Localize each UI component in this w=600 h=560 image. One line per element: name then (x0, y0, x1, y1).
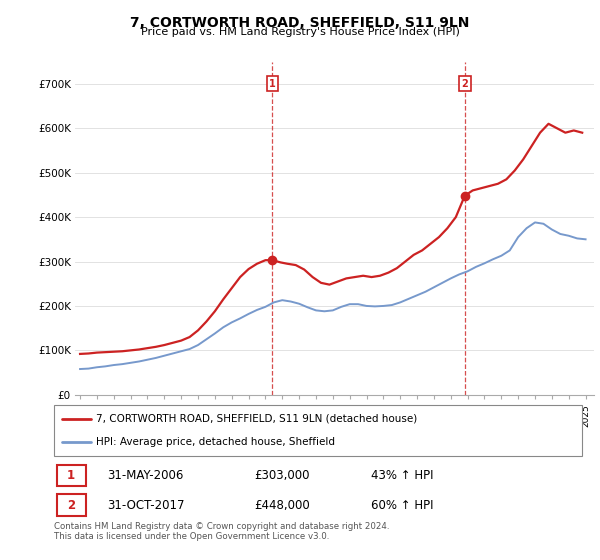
Text: 7, CORTWORTH ROAD, SHEFFIELD, S11 9LN: 7, CORTWORTH ROAD, SHEFFIELD, S11 9LN (130, 16, 470, 30)
Text: 2: 2 (67, 498, 75, 512)
Text: 60% ↑ HPI: 60% ↑ HPI (371, 498, 433, 512)
Text: 1: 1 (269, 79, 276, 89)
Text: 43% ↑ HPI: 43% ↑ HPI (371, 469, 433, 482)
FancyBboxPatch shape (54, 405, 582, 456)
Text: Contains HM Land Registry data © Crown copyright and database right 2024.
This d: Contains HM Land Registry data © Crown c… (54, 522, 389, 542)
Text: 1: 1 (67, 469, 75, 482)
Text: 7, CORTWORTH ROAD, SHEFFIELD, S11 9LN (detached house): 7, CORTWORTH ROAD, SHEFFIELD, S11 9LN (d… (96, 414, 418, 424)
FancyBboxPatch shape (56, 465, 86, 486)
Text: £448,000: £448,000 (254, 498, 310, 512)
Text: HPI: Average price, detached house, Sheffield: HPI: Average price, detached house, Shef… (96, 437, 335, 447)
Text: £303,000: £303,000 (254, 469, 310, 482)
Text: 31-MAY-2006: 31-MAY-2006 (107, 469, 183, 482)
Text: 2: 2 (461, 79, 468, 89)
Text: Price paid vs. HM Land Registry's House Price Index (HPI): Price paid vs. HM Land Registry's House … (140, 27, 460, 37)
FancyBboxPatch shape (56, 494, 86, 516)
Text: 31-OCT-2017: 31-OCT-2017 (107, 498, 184, 512)
